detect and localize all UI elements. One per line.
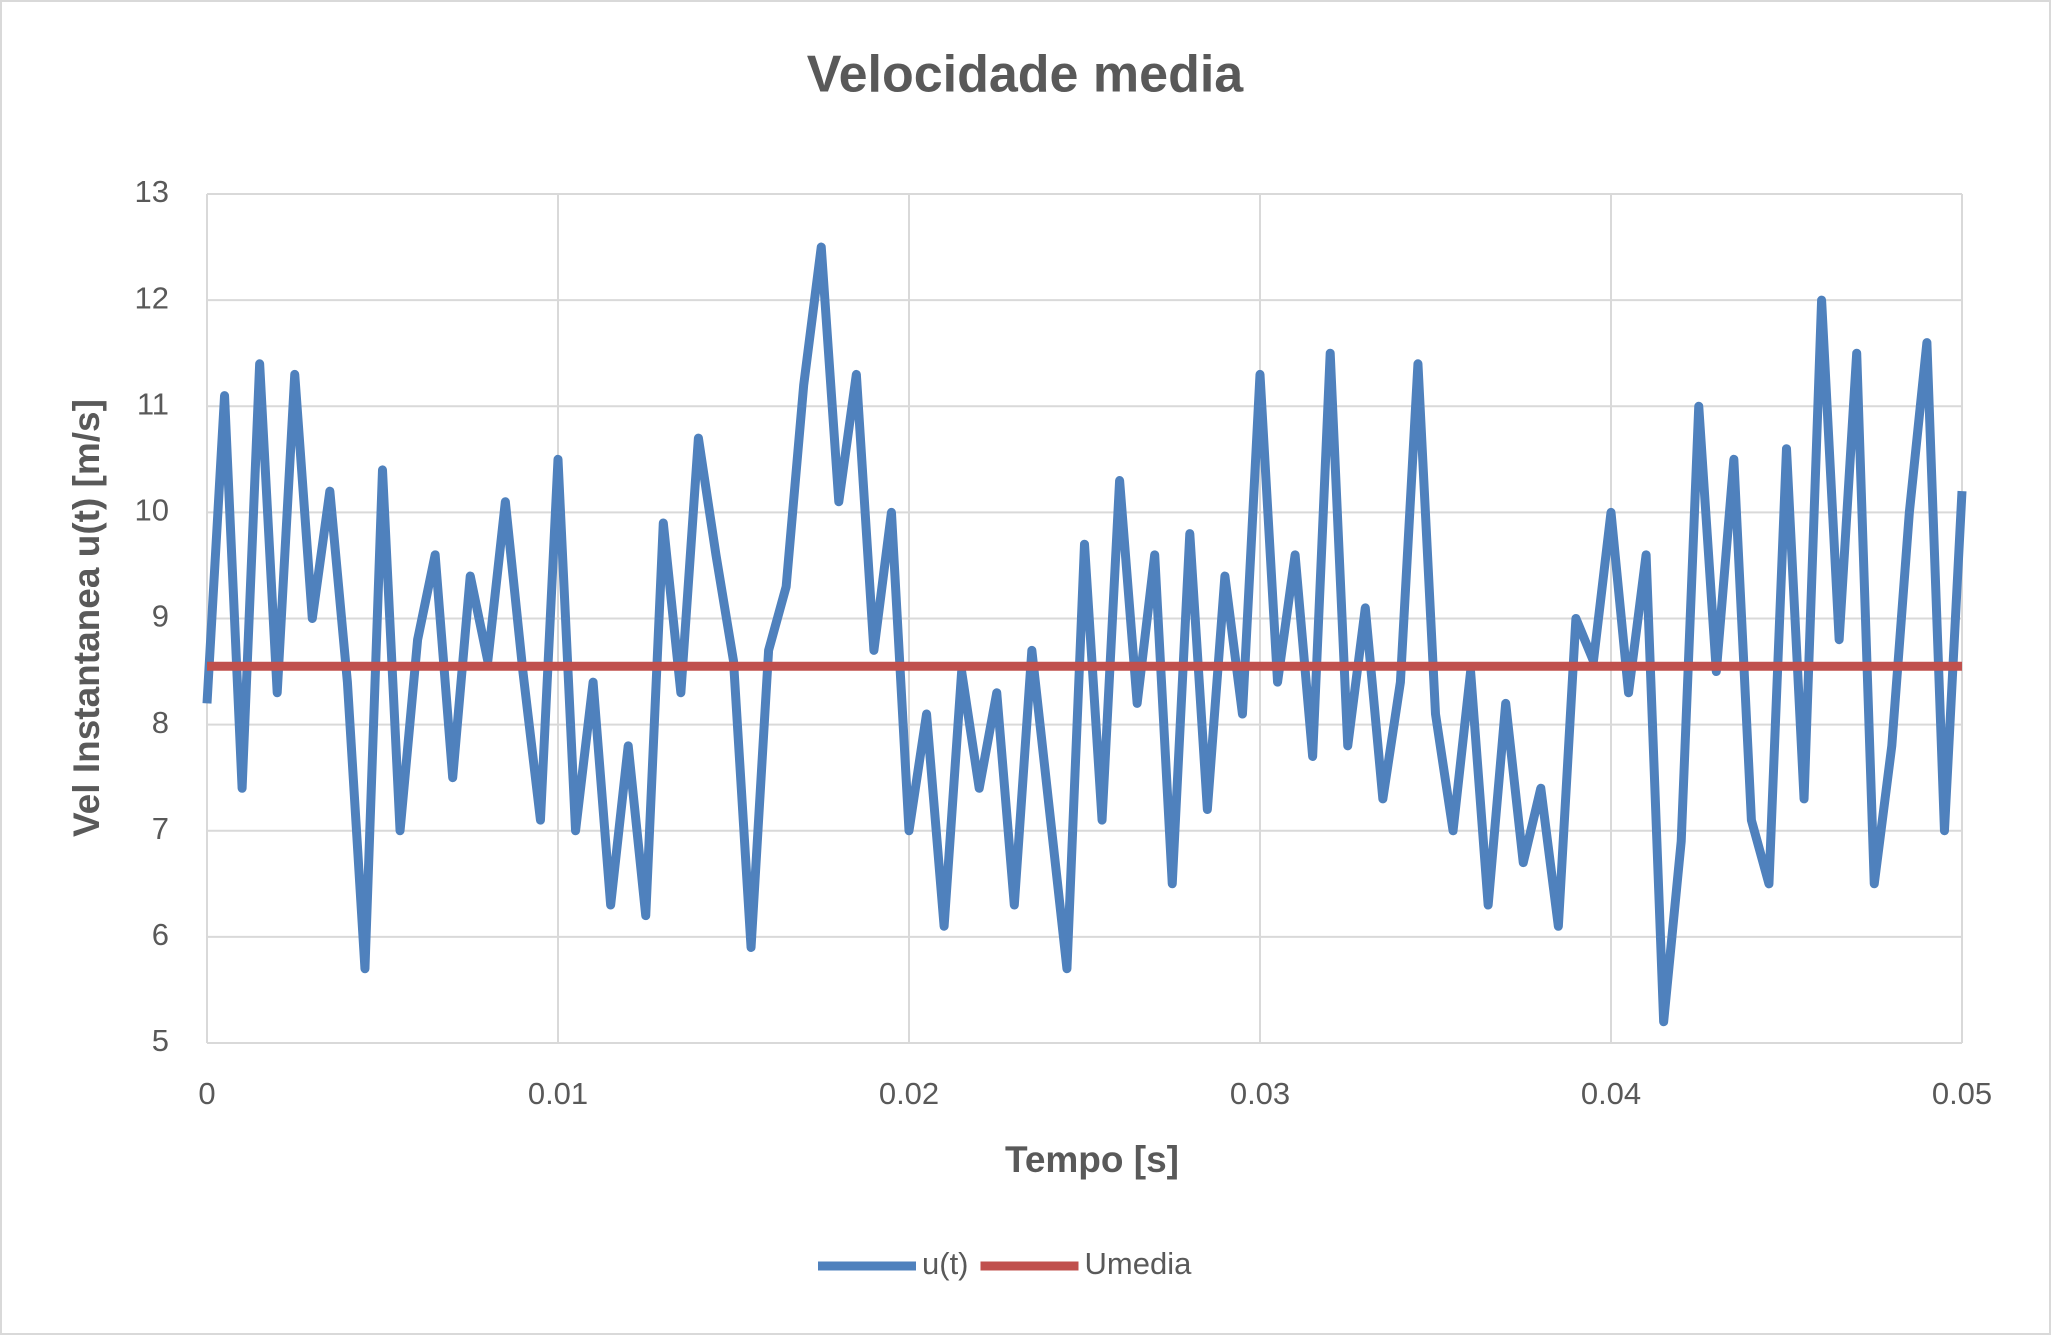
y-tick-label: 13 — [135, 174, 169, 209]
series-line — [202, 242, 1967, 1027]
legend-label: u(t) — [922, 1246, 969, 1281]
x-tick-label: 0.02 — [879, 1076, 939, 1111]
x-tick-label: 0 — [198, 1076, 215, 1111]
x-tick-label: 0.05 — [1932, 1076, 1992, 1111]
x-tick-label: 0.04 — [1581, 1076, 1641, 1111]
y-tick-label: 12 — [135, 280, 169, 315]
y-tick-label: 5 — [152, 1023, 169, 1058]
legend-label: Umedia — [1085, 1246, 1193, 1281]
x-tick-label: 0.01 — [528, 1076, 588, 1111]
y-tick-label: 6 — [152, 917, 169, 952]
y-tick-label: 11 — [137, 386, 169, 421]
chart-title: Velocidade media — [807, 46, 1244, 104]
y-tick-label: 9 — [152, 599, 169, 634]
y-tick-label: 8 — [152, 705, 169, 740]
y-axis-title: Vel Instantanea u(t) [m/s] — [66, 399, 107, 837]
x-tick-label: 0.03 — [1230, 1076, 1290, 1111]
y-tick-label: 7 — [152, 811, 169, 846]
y-tick-label: 10 — [135, 493, 169, 528]
x-axis-title: Tempo [s] — [1005, 1139, 1179, 1180]
